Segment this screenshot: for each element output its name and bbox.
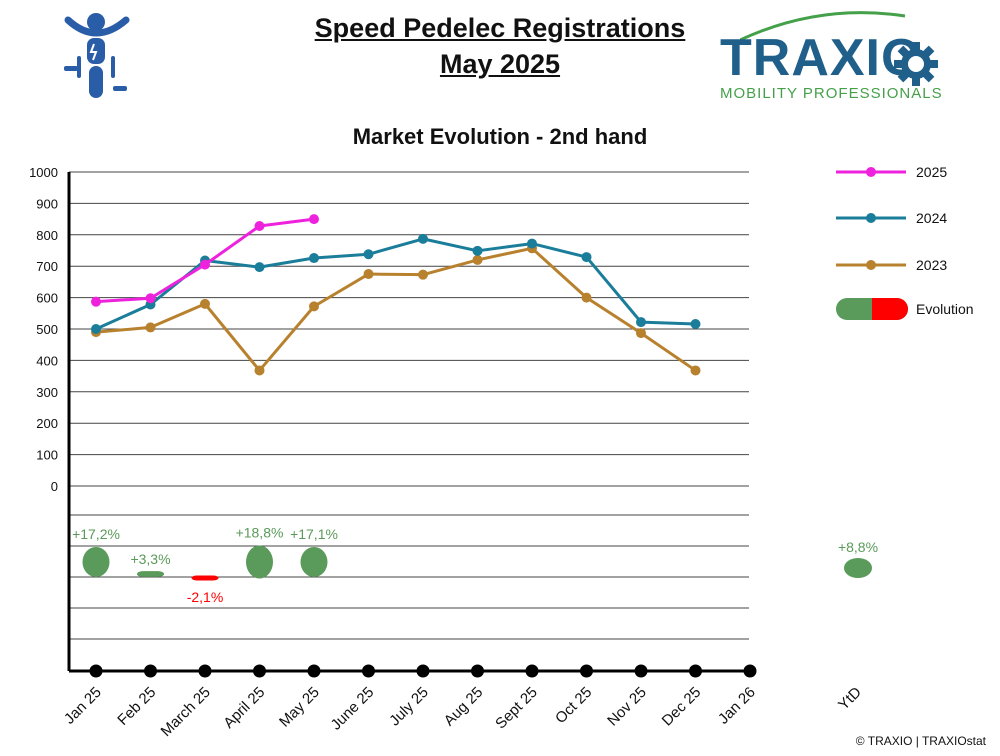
data-point-2023 bbox=[145, 322, 156, 333]
data-point-2024 bbox=[418, 233, 428, 244]
x-tick-label: Dec 25 bbox=[659, 684, 705, 730]
x-tick-label: March 25 bbox=[158, 684, 214, 740]
scooter-rider-icon bbox=[64, 13, 130, 98]
data-point-2024 bbox=[363, 249, 374, 260]
data-point-2023 bbox=[254, 365, 265, 376]
x-tick-label-ytd: YtD bbox=[835, 684, 865, 714]
legend-label-2024: 2024 bbox=[916, 210, 947, 226]
legend-marker-2023 bbox=[866, 260, 876, 270]
data-point-2025 bbox=[91, 296, 101, 307]
evolution-label: +17,1% bbox=[290, 526, 338, 542]
data-point-2023 bbox=[690, 365, 701, 376]
evolution-marker bbox=[137, 571, 164, 577]
evolution-label: +3,3% bbox=[130, 551, 170, 567]
data-point-2023 bbox=[472, 254, 483, 265]
x-tick-label: May 25 bbox=[276, 684, 323, 731]
data-point-2025 bbox=[200, 259, 210, 270]
y-tick-label: 700 bbox=[36, 259, 58, 274]
x-axis-marker bbox=[689, 664, 702, 678]
evolution-label-ytd: +8,8% bbox=[838, 539, 878, 555]
y-tick-label: 100 bbox=[36, 448, 58, 463]
data-point-2023 bbox=[636, 328, 646, 339]
evolution-label: +18,8% bbox=[236, 525, 284, 541]
x-tick-label: Jan 25 bbox=[61, 684, 105, 728]
data-point-2023 bbox=[309, 301, 319, 312]
legend-label-2025: 2025 bbox=[916, 164, 947, 180]
x-tick-label: Jan 26 bbox=[715, 684, 759, 728]
data-point-2024 bbox=[254, 262, 265, 273]
y-tick-label: 400 bbox=[36, 353, 58, 368]
legend-label-2023: 2023 bbox=[916, 257, 947, 273]
series-line-2023 bbox=[95, 246, 697, 372]
x-tick-label: Feb 25 bbox=[114, 684, 159, 729]
x-axis-marker bbox=[89, 664, 103, 678]
traxio-logo-text: TRAXIO bbox=[720, 29, 923, 87]
data-point-2023 bbox=[200, 298, 210, 309]
evolution-marker-ytd bbox=[844, 558, 872, 578]
y-tick-label: 200 bbox=[36, 416, 58, 431]
y-tick-label: 300 bbox=[36, 385, 58, 400]
data-point-2024 bbox=[690, 318, 701, 329]
data-point-2024 bbox=[581, 252, 592, 263]
legend-label-evolution: Evolution bbox=[916, 301, 974, 317]
x-axis-marker bbox=[525, 664, 539, 678]
page-title: Speed Pedelec Registrations bbox=[314, 13, 686, 43]
x-tick-label: Nov 25 bbox=[604, 684, 650, 730]
y-tick-label: 600 bbox=[36, 291, 58, 306]
y-tick-label: 1000 bbox=[29, 165, 58, 180]
chart-title: Market Evolution - 2nd hand bbox=[352, 124, 648, 149]
x-tick-label: Aug 25 bbox=[441, 684, 487, 730]
x-tick-label: June 25 bbox=[328, 684, 378, 734]
x-axis-marker bbox=[198, 664, 212, 678]
evolution-marker bbox=[82, 546, 110, 578]
data-point-2024 bbox=[309, 253, 319, 264]
x-axis-marker bbox=[416, 664, 430, 678]
y-tick-label: 800 bbox=[36, 228, 58, 243]
series-line-2024 bbox=[95, 237, 696, 331]
x-axis-marker bbox=[362, 664, 375, 678]
x-axis-marker bbox=[471, 664, 484, 678]
legend-marker-2025 bbox=[866, 167, 876, 177]
traxio-logo-tagline: MOBILITY PROFESSIONALS bbox=[720, 85, 943, 102]
x-tick-label: Sept 25 bbox=[492, 684, 541, 733]
y-tick-label: 500 bbox=[36, 322, 58, 337]
data-point-2023 bbox=[581, 292, 592, 303]
data-point-2025 bbox=[145, 293, 156, 304]
x-axis-marker bbox=[743, 664, 757, 678]
data-point-2024 bbox=[527, 238, 537, 249]
data-point-2023 bbox=[363, 269, 374, 280]
logo-swoosh bbox=[740, 11, 906, 42]
y-tick-label: 0 bbox=[51, 479, 58, 494]
evolution-marker bbox=[246, 545, 273, 579]
evolution-marker bbox=[300, 547, 328, 577]
x-tick-label: Oct 25 bbox=[552, 684, 595, 727]
x-axis-marker bbox=[307, 664, 321, 678]
x-tick-label: April 25 bbox=[220, 684, 268, 732]
data-point-2024 bbox=[636, 317, 646, 328]
legend-evolution-negative bbox=[872, 298, 908, 320]
evolution-marker bbox=[191, 575, 219, 581]
data-point-2024 bbox=[472, 245, 483, 256]
y-tick-label: 900 bbox=[36, 196, 58, 211]
page-subtitle-date: May 2025 bbox=[439, 49, 561, 79]
evolution-label: -2,1% bbox=[187, 589, 224, 605]
data-point-2024 bbox=[91, 324, 101, 334]
evolution-label: +17,2% bbox=[72, 526, 120, 542]
data-point-2025 bbox=[309, 214, 319, 225]
gear-icon bbox=[894, 42, 938, 86]
x-axis-marker bbox=[634, 664, 648, 678]
x-axis-marker bbox=[253, 664, 266, 678]
legend-marker-2024 bbox=[866, 213, 876, 223]
data-point-2025 bbox=[254, 221, 265, 232]
data-point-2023 bbox=[418, 269, 428, 280]
x-tick-label: July 25 bbox=[386, 684, 432, 730]
copyright-text: © TRAXIO | TRAXIOstat bbox=[855, 734, 986, 748]
x-axis-marker bbox=[580, 664, 593, 678]
x-axis-marker bbox=[144, 664, 157, 678]
